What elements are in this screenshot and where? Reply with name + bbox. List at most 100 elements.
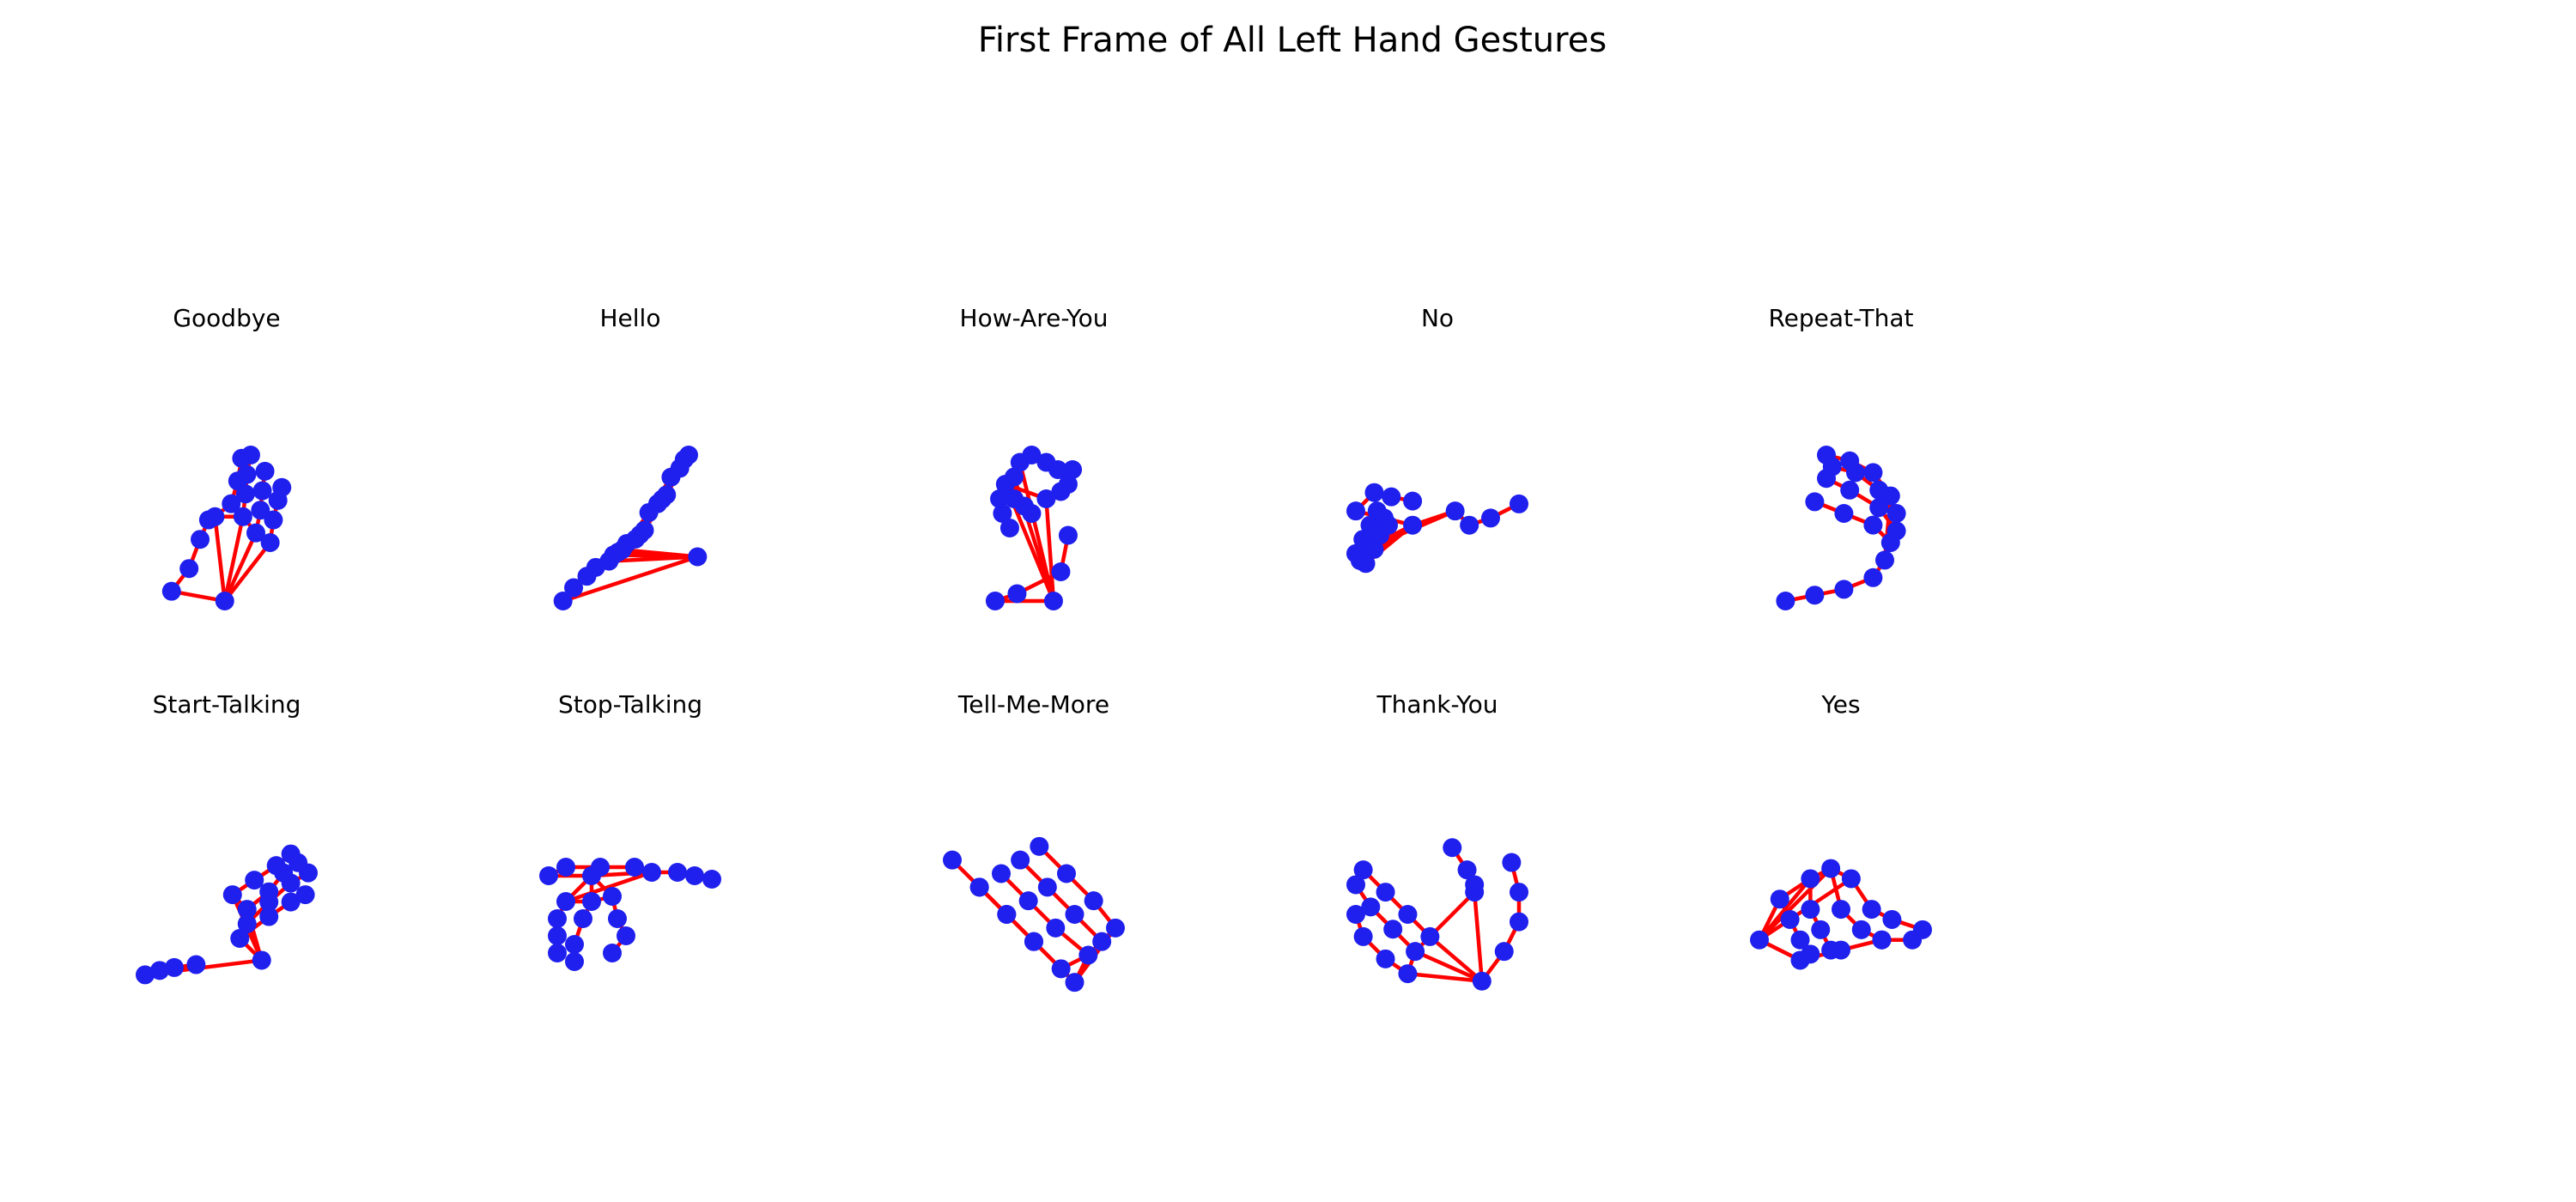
hand-landmark-point: [1022, 446, 1042, 464]
hand-landmark-point: [1821, 859, 1841, 878]
hand-landmark-point: [1361, 897, 1381, 917]
hand-landmark-point: [1851, 920, 1871, 939]
hand-landmark-point: [612, 540, 632, 560]
hand-landmark-point: [266, 856, 286, 876]
hand-landmark-point: [591, 858, 610, 877]
hand-landmark-point: [1841, 869, 1861, 889]
hand-landmark-point: [1445, 501, 1465, 521]
panel-title: Start-Talking: [153, 690, 301, 719]
hand-landmark-point: [136, 965, 155, 985]
hand-landmark-point: [1480, 508, 1500, 528]
panel-title: Thank-You: [1376, 690, 1498, 719]
hand-landmark-point: [246, 523, 265, 543]
panel-title: Stop-Talking: [558, 690, 702, 719]
hand-landmark-point: [186, 955, 206, 974]
hand-landmark-point: [164, 957, 184, 977]
hand-landmark-point: [1460, 515, 1479, 535]
hand-landmark-point: [215, 592, 234, 610]
hand-landmark-point: [1051, 562, 1071, 581]
hand-connection: [222, 540, 272, 604]
hand-landmark-point: [1770, 889, 1789, 909]
hand-landmark-point: [1502, 853, 1522, 872]
hand-landmark-point: [272, 477, 292, 497]
hand-landmark-point: [252, 481, 272, 501]
panel-title: Goodbye: [173, 304, 280, 332]
hand-landmark-point: [1780, 909, 1800, 929]
hand-landmark-point: [260, 533, 280, 552]
gesture-panel-stop-talking: Stop-Talking: [539, 690, 721, 971]
hand-connection: [563, 870, 654, 904]
hand-landmark-point: [1383, 920, 1403, 939]
hand-landmark-point: [205, 507, 225, 526]
panel-title: Tell-Me-More: [957, 690, 1109, 719]
hand-landmark-point: [1880, 486, 1900, 506]
hand-connection: [222, 514, 246, 604]
hand-landmark-point: [1811, 920, 1831, 939]
hand-landmark-point: [1018, 891, 1038, 911]
hand-landmark-point: [1750, 930, 1769, 950]
hand-connection: [1472, 889, 1485, 983]
hand-landmark-point: [222, 494, 241, 513]
hand-landmark-point: [1058, 475, 1078, 494]
hand-landmark-point: [1510, 494, 1528, 513]
hand-landmark-point: [985, 592, 1005, 610]
hand-landmark-point: [1510, 883, 1528, 902]
hand-landmark-point: [625, 858, 644, 877]
hand-connection: [620, 547, 700, 559]
hand-landmark-point: [1801, 900, 1820, 920]
hand-landmark-point: [161, 581, 181, 601]
hand-landmark-point: [1398, 905, 1418, 924]
hand-landmark-point: [1805, 586, 1825, 605]
hand-connection: [1406, 971, 1485, 983]
gesture-panel-tell-me-more: Tell-Me-More: [943, 690, 1125, 993]
hand-landmark-point: [635, 520, 654, 540]
hand-landmark-point: [1353, 926, 1373, 946]
hand-landmark-point: [1834, 580, 1854, 599]
hand-landmark-point: [222, 885, 242, 905]
hand-landmark-point: [1084, 891, 1103, 911]
hand-landmark-point: [1872, 930, 1892, 950]
hand-landmark-point: [245, 871, 264, 890]
hand-landmark-point: [553, 592, 573, 610]
hand-landmark-point: [237, 914, 257, 934]
panel-title: How-Are-You: [960, 304, 1109, 332]
hand-landmark-point: [1510, 912, 1528, 932]
hand-landmark-point: [1030, 836, 1049, 856]
gesture-panel-start-talking: Start-Talking: [136, 690, 318, 985]
gesture-panel-hello: Hello: [553, 304, 708, 610]
panel-title: No: [1421, 304, 1454, 332]
hand-landmark-point: [603, 944, 622, 962]
hand-landmark-point: [1882, 909, 1902, 929]
hand-landmark-point: [556, 892, 575, 911]
hand-landmark-point: [617, 926, 635, 945]
hand-landmark-point: [1356, 554, 1376, 574]
hand-landmark-point: [1801, 869, 1820, 889]
hand-landmark-point: [1057, 864, 1076, 883]
hand-landmark-point: [969, 877, 989, 897]
hand-landmark-point: [179, 559, 199, 579]
hand-landmark-point: [1403, 515, 1423, 535]
hand-landmark-point: [1022, 504, 1042, 523]
hand-connection: [561, 555, 700, 604]
hand-connection: [1018, 460, 1056, 604]
hand-landmark-point: [943, 850, 962, 870]
hand-landmark-point: [564, 578, 584, 598]
hand-landmark-point: [235, 484, 255, 504]
hand-connection: [1413, 949, 1485, 983]
hand-landmark-point: [1420, 926, 1440, 946]
hand-landmark-point: [281, 892, 301, 912]
panel-title: Hello: [600, 304, 661, 332]
hand-landmark-point: [1346, 501, 1365, 521]
hand-connection: [222, 531, 258, 604]
hand-landmark-point: [251, 501, 270, 520]
hand-landmark-point: [1011, 850, 1030, 870]
hand-landmark-point: [539, 866, 558, 885]
hand-landmark-point: [657, 485, 677, 505]
hand-landmark-point: [1472, 971, 1492, 991]
hand-landmark-point: [1776, 592, 1795, 610]
hand-landmark-point: [1403, 491, 1423, 511]
hand-landmark-point: [264, 510, 283, 530]
hand-landmark-point: [1801, 944, 1820, 964]
subplot-grid: Goodbye Hello How-Are-You No Repeat-That Star…: [136, 304, 1932, 993]
